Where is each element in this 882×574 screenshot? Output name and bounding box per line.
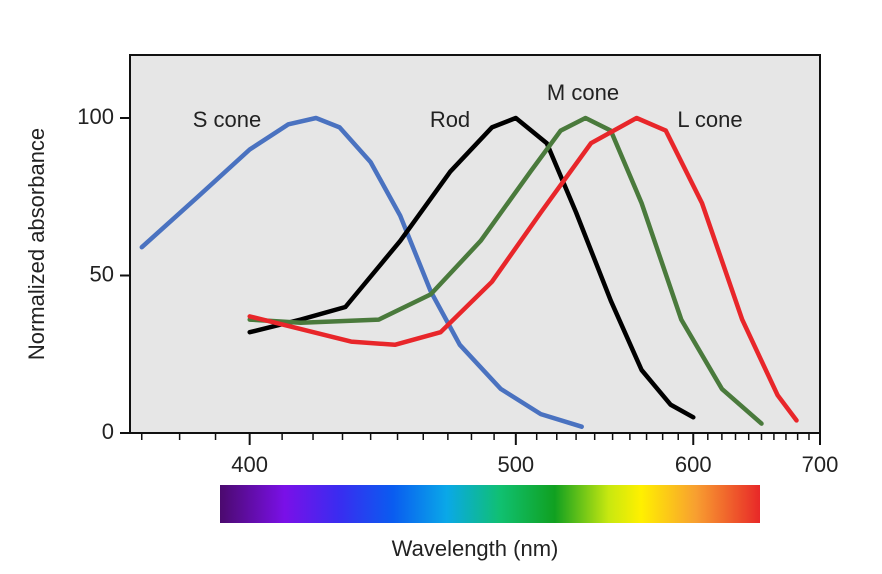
curve — [247, 115, 696, 420]
series-label: Rod — [430, 107, 470, 132]
x-tick-label: 500 — [497, 452, 534, 477]
curve — [247, 115, 799, 423]
curve — [139, 115, 584, 429]
curve — [247, 115, 764, 426]
spectrum-bar — [220, 485, 760, 523]
series-label: L cone — [677, 107, 742, 132]
y-tick-label: 100 — [77, 104, 114, 129]
x-tick-label: 400 — [231, 452, 268, 477]
x-tick-label: 600 — [675, 452, 712, 477]
x-tick-label: 700 — [802, 452, 839, 477]
x-axis-label: Wavelength (nm) — [392, 536, 559, 561]
series-label: M cone — [547, 80, 619, 105]
y-tick-label: 50 — [90, 261, 114, 286]
y-axis-label: Normalized absorbance — [24, 128, 49, 360]
series-label: S cone — [193, 107, 262, 132]
y-tick-label: 0 — [102, 419, 114, 444]
